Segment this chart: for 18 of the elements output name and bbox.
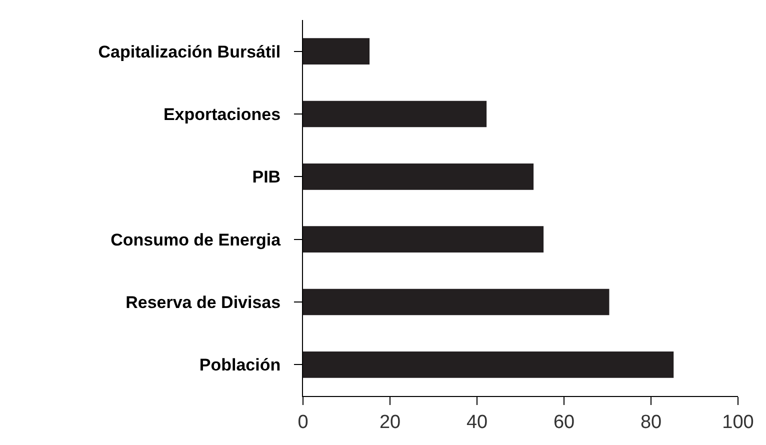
x-tick-label: 0 — [298, 412, 308, 433]
x-tick-label: 100 — [722, 412, 754, 433]
x-tick-label: 80 — [640, 412, 662, 433]
y-tick-label: Exportaciones — [163, 104, 281, 124]
bar — [303, 352, 674, 378]
y-tick-label: Capitalización Bursátil — [98, 42, 281, 62]
x-tick-label: 40 — [466, 412, 488, 433]
y-tick-label: Reserva de Divisas — [126, 292, 281, 312]
y-tick-label: PIB — [252, 168, 281, 187]
bar — [303, 226, 544, 252]
y-tick-label: Consumo de Energia — [110, 230, 282, 250]
bar — [303, 38, 370, 64]
x-tick-label: 20 — [379, 412, 401, 433]
x-tick-label: 60 — [553, 412, 575, 433]
bar — [303, 100, 487, 128]
y-tick-label: Población — [199, 356, 281, 375]
bar — [303, 164, 534, 190]
bar — [303, 288, 610, 316]
